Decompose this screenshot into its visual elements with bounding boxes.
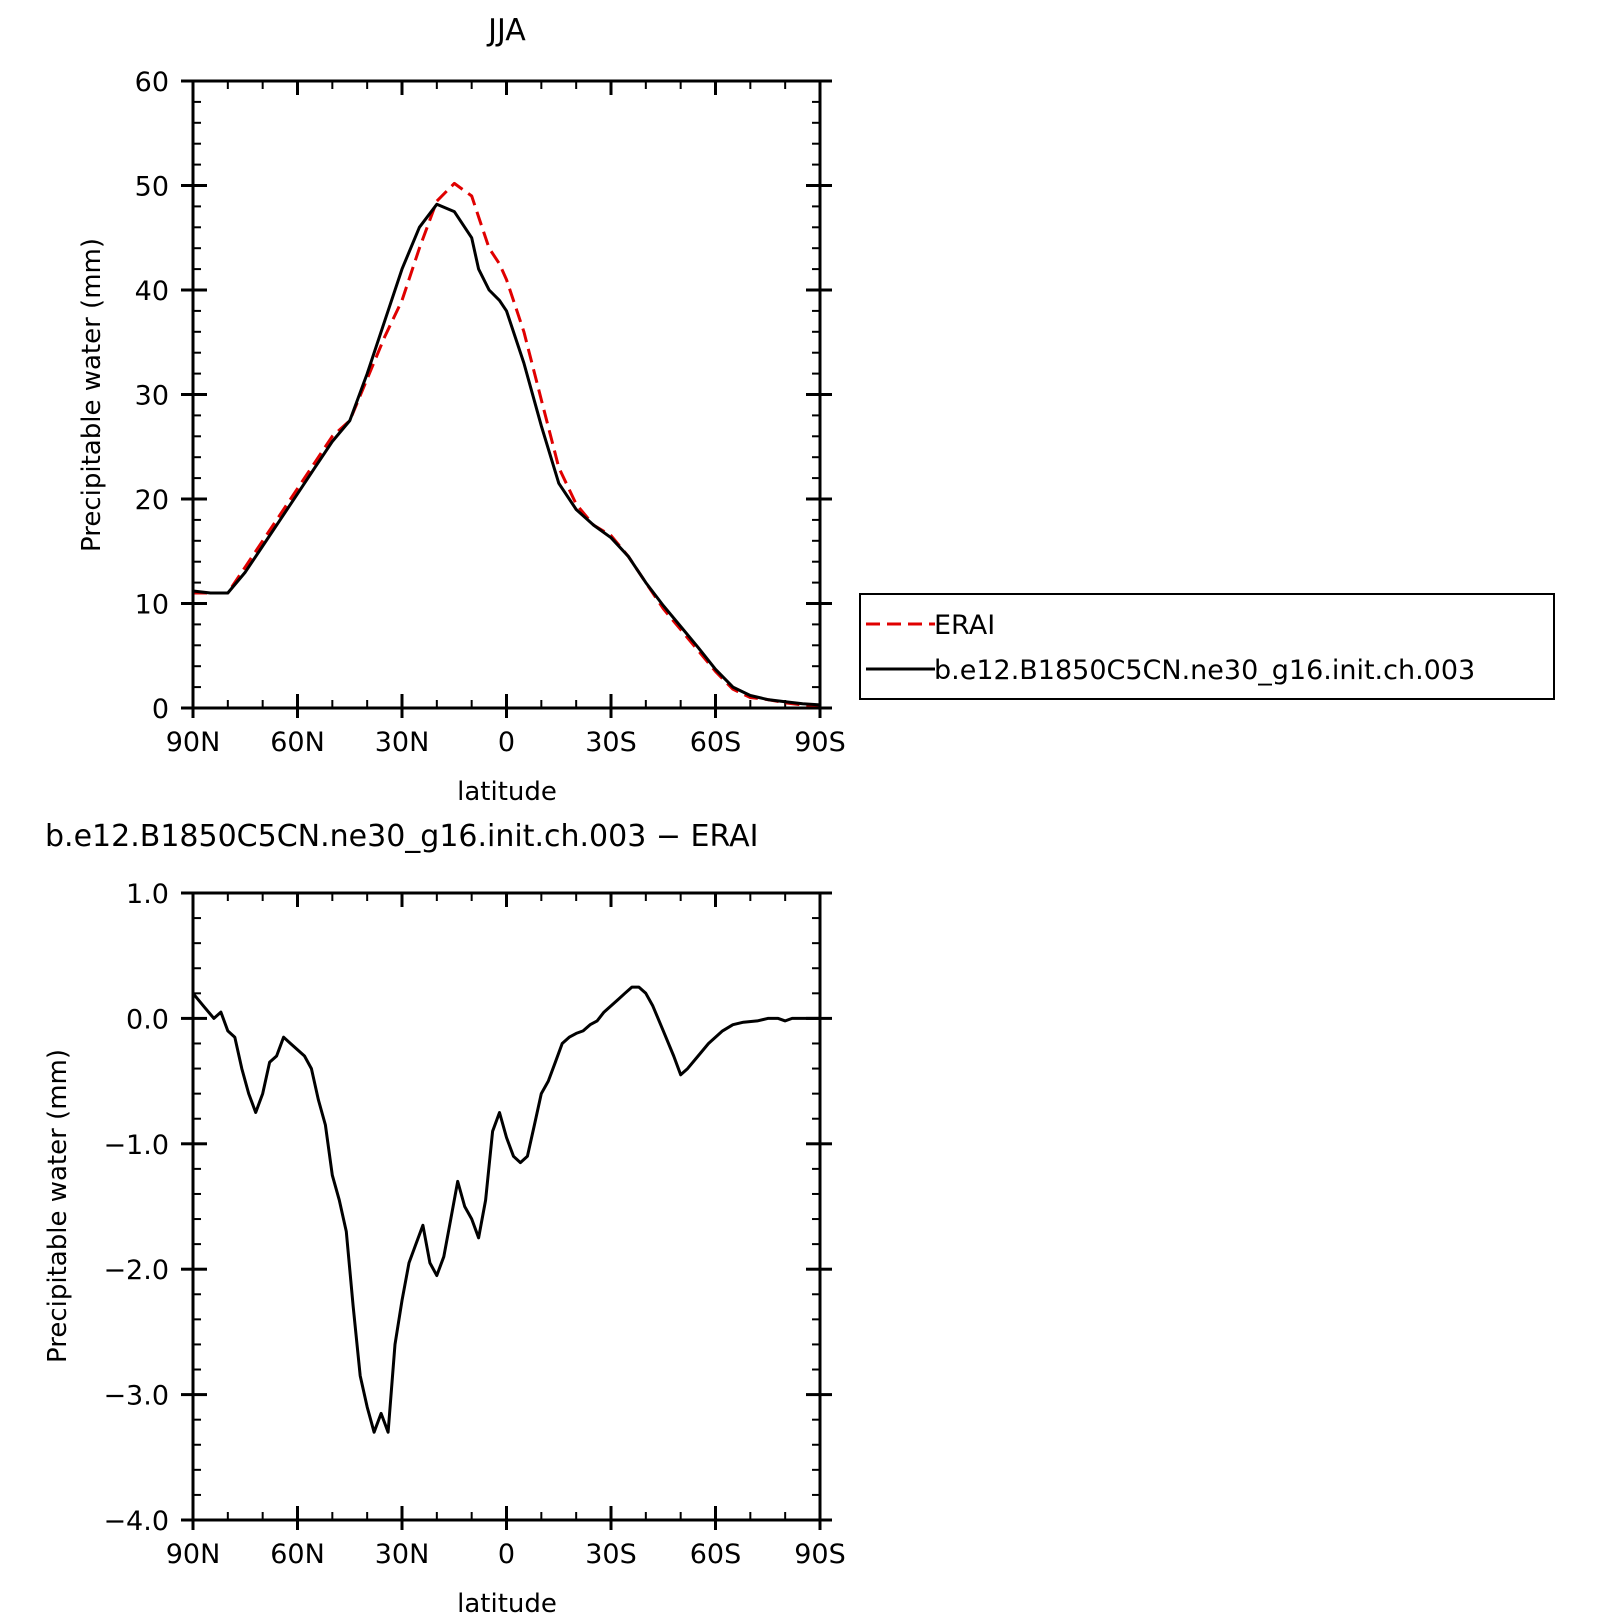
- bottom-panel-series: [191, 985, 820, 1434]
- y-tick-label: 60: [135, 67, 169, 98]
- top-panel-ticks: [181, 79, 832, 718]
- y-tick-label: −1.0: [103, 1130, 169, 1161]
- bottom-panel: b.e12.B1850C5CN.ne30_g16.init.ch.003 − E…: [43, 819, 846, 1619]
- top-panel: JJA 90N 60N 30N 0 30S 60S 90S 0 10 20 30 40 50 60 la…: [77, 13, 846, 807]
- y-tick-label: 1.0: [126, 879, 169, 910]
- y-tick-label: −3.0: [103, 1381, 169, 1412]
- x-tick-label: 60N: [270, 1539, 325, 1570]
- x-tick-label: 30N: [375, 727, 430, 758]
- x-tick-label: 60N: [270, 727, 325, 758]
- y-tick-label: 0.0: [126, 1004, 169, 1035]
- top-panel-frame: [191, 79, 822, 710]
- x-tick-label: 90N: [166, 1539, 221, 1570]
- x-tick-label: 90S: [794, 1539, 846, 1570]
- bottom-panel-x-axis-label: latitude: [457, 1589, 557, 1619]
- x-tick-label: 90N: [166, 727, 221, 758]
- y-tick-label: 0: [152, 694, 169, 725]
- x-tick-label: 60S: [690, 1539, 742, 1570]
- x-tick-label: 30N: [375, 1539, 430, 1570]
- bottom-panel-ticks: [181, 891, 832, 1530]
- series-line-model: [192, 202, 821, 707]
- y-tick-label: 50: [135, 172, 169, 203]
- top-panel-y-tick-labels: 0 10 20 30 40 50 60: [135, 67, 169, 725]
- y-tick-label: 20: [135, 485, 169, 516]
- top-panel-title: JJA: [486, 13, 526, 48]
- top-panel-y-axis-label: Precipitable water (mm): [77, 238, 107, 552]
- y-tick-label: 10: [135, 590, 169, 621]
- legend-label-erai: ERAI: [934, 610, 995, 641]
- y-tick-label: −4.0: [103, 1506, 169, 1537]
- x-tick-label: 0: [498, 1539, 515, 1570]
- y-tick-label: 40: [135, 276, 169, 307]
- legend-box: [859, 593, 1555, 700]
- series-line-difference: [191, 985, 820, 1434]
- bottom-panel-x-tick-labels: 90N 60N 30N 0 30S 60S 90S: [166, 1539, 846, 1570]
- top-panel-series: [192, 181, 821, 708]
- bottom-panel-frame: [191, 891, 822, 1522]
- top-panel-x-axis-label: latitude: [457, 777, 557, 807]
- x-tick-label: 90S: [794, 727, 846, 758]
- top-panel-x-tick-labels: 90N 60N 30N 0 30S 60S 90S: [166, 727, 846, 758]
- x-tick-label: 60S: [690, 727, 742, 758]
- series-line-erai: [193, 181, 821, 708]
- bottom-panel-title: b.e12.B1850C5CN.ne30_g16.init.ch.003 − E…: [45, 819, 758, 854]
- y-tick-label: −2.0: [103, 1255, 169, 1286]
- bottom-panel-y-tick-labels: 1.0 0.0 −1.0 −2.0 −3.0 −4.0: [103, 879, 169, 1537]
- x-tick-label: 30S: [585, 1539, 637, 1570]
- bottom-panel-y-axis-label: Precipitable water (mm): [43, 1049, 73, 1363]
- legend: ERAI b.e12.B1850C5CN.ne30_g16.init.ch.00…: [859, 593, 1555, 700]
- legend-label-model: b.e12.B1850C5CN.ne30_g16.init.ch.003: [934, 655, 1475, 686]
- x-tick-label: 0: [498, 727, 515, 758]
- y-tick-label: 30: [135, 381, 169, 412]
- x-tick-label: 30S: [585, 727, 637, 758]
